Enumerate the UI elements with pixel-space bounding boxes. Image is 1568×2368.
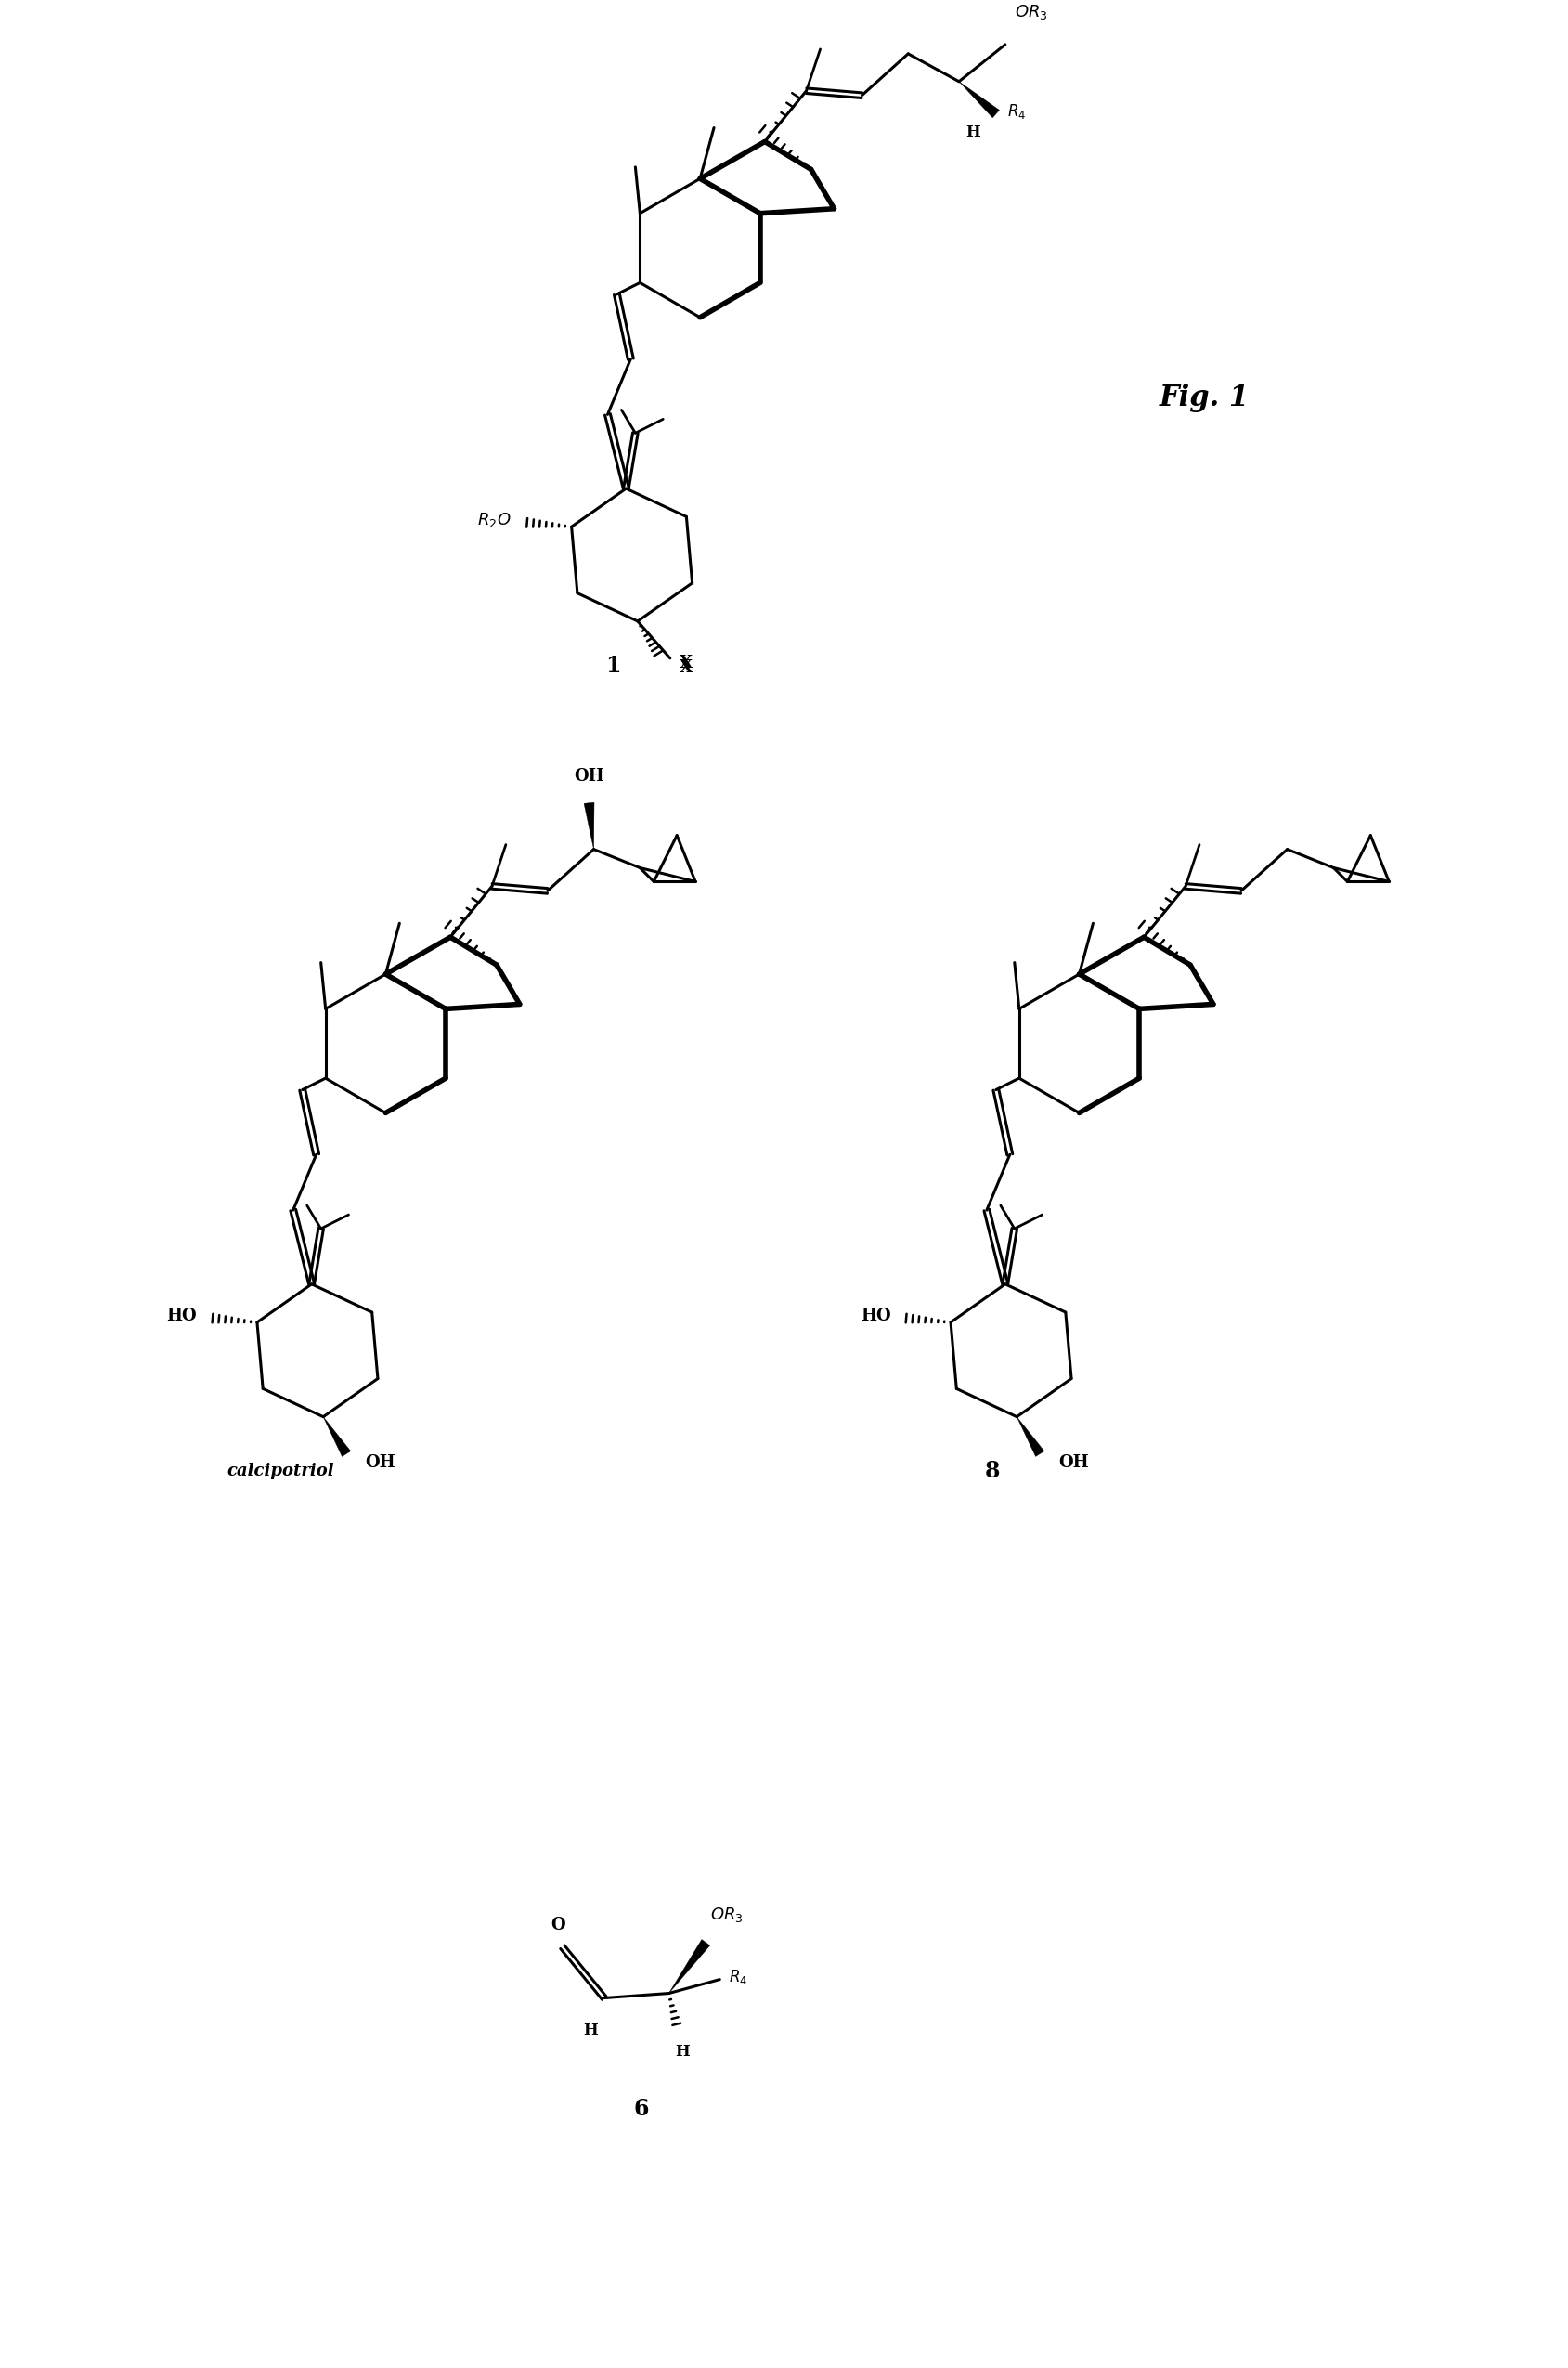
Text: O: O: [550, 1916, 564, 1932]
Polygon shape: [583, 803, 594, 850]
Polygon shape: [1016, 1416, 1044, 1456]
Text: X: X: [679, 658, 691, 675]
Text: 8: 8: [985, 1459, 1000, 1482]
Polygon shape: [323, 1416, 351, 1456]
Text: calcipotriol: calcipotriol: [227, 1463, 334, 1480]
Text: $R_2O$: $R_2O$: [477, 511, 511, 530]
Text: H: H: [583, 2022, 597, 2039]
Text: H: H: [964, 126, 980, 140]
Text: $OR_3$: $OR_3$: [1014, 2, 1047, 21]
Text: H: H: [676, 2044, 690, 2060]
Text: $R_4$: $R_4$: [1007, 102, 1025, 121]
Text: X: X: [679, 654, 691, 670]
Polygon shape: [668, 1939, 710, 1994]
Text: OH: OH: [574, 767, 604, 784]
Text: 6: 6: [633, 2098, 649, 2119]
Text: OH: OH: [1058, 1454, 1088, 1471]
Text: $R_4$: $R_4$: [729, 1968, 748, 1987]
Polygon shape: [958, 81, 999, 118]
Text: $OR_3$: $OR_3$: [710, 1906, 743, 1923]
Text: HO: HO: [166, 1307, 198, 1324]
Text: 1: 1: [605, 654, 621, 677]
Text: Fig. 1: Fig. 1: [1159, 384, 1248, 412]
Text: OH: OH: [365, 1454, 395, 1471]
Text: HO: HO: [859, 1307, 891, 1324]
